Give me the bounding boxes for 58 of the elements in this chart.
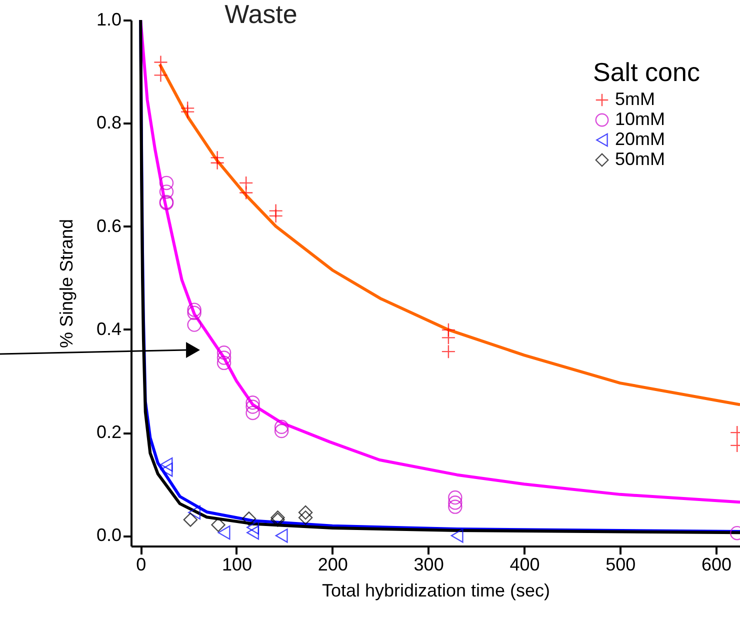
y-tick-label: 0.8 xyxy=(96,112,122,133)
point xyxy=(246,520,260,535)
point xyxy=(275,528,288,543)
point xyxy=(268,208,283,224)
point xyxy=(450,528,464,543)
point xyxy=(298,505,313,520)
x-tick-label: 500 xyxy=(606,554,636,574)
point xyxy=(298,510,313,525)
point xyxy=(242,512,256,526)
point xyxy=(441,344,456,359)
y-tick-label: 0.0 xyxy=(96,525,122,546)
point xyxy=(448,500,462,514)
point xyxy=(159,176,174,190)
y-tick-label: 0.2 xyxy=(96,422,122,442)
x-tick-label: 0 xyxy=(136,554,146,574)
point xyxy=(246,406,260,420)
point xyxy=(183,512,198,527)
x-tick-label: 400 xyxy=(510,554,540,574)
annotation: Waste xyxy=(224,0,298,29)
x-axis-title: Total hybridization time (sec) xyxy=(322,580,550,600)
point xyxy=(218,525,230,540)
point xyxy=(441,330,456,345)
point xyxy=(160,462,173,477)
x-tick-label: 200 xyxy=(318,554,348,574)
point xyxy=(246,525,260,540)
x-tick-label: 600 xyxy=(702,554,732,574)
y-tick-label: 1.0 xyxy=(96,10,122,30)
legend-label: 20mM xyxy=(615,129,666,149)
point xyxy=(159,184,174,199)
point xyxy=(216,350,232,365)
point xyxy=(187,306,202,320)
point xyxy=(448,496,462,510)
point xyxy=(246,396,260,410)
x-tick-label: 300 xyxy=(414,554,444,574)
point xyxy=(154,68,168,82)
point xyxy=(216,356,232,370)
y-axis-title: % Single Strand xyxy=(56,218,76,348)
line-series xyxy=(158,62,740,406)
point xyxy=(246,400,260,414)
point xyxy=(160,457,173,472)
point xyxy=(216,346,232,360)
point xyxy=(274,424,289,438)
point xyxy=(154,55,168,70)
point xyxy=(274,420,289,434)
point xyxy=(187,302,202,317)
point xyxy=(448,490,462,505)
legend-label: 10mM xyxy=(615,109,666,129)
point xyxy=(187,318,202,332)
y-tick-label: 0.4 xyxy=(96,318,122,339)
legend-title: Salt conc xyxy=(593,57,700,87)
x-tick-label: 100 xyxy=(222,554,252,574)
point xyxy=(210,156,224,170)
point xyxy=(238,186,254,200)
legend-label: 50mM xyxy=(615,149,666,169)
point xyxy=(188,505,201,520)
legend-label: 5mM xyxy=(615,89,655,109)
point xyxy=(180,104,195,119)
y-tick-label: 0.6 xyxy=(96,216,122,236)
